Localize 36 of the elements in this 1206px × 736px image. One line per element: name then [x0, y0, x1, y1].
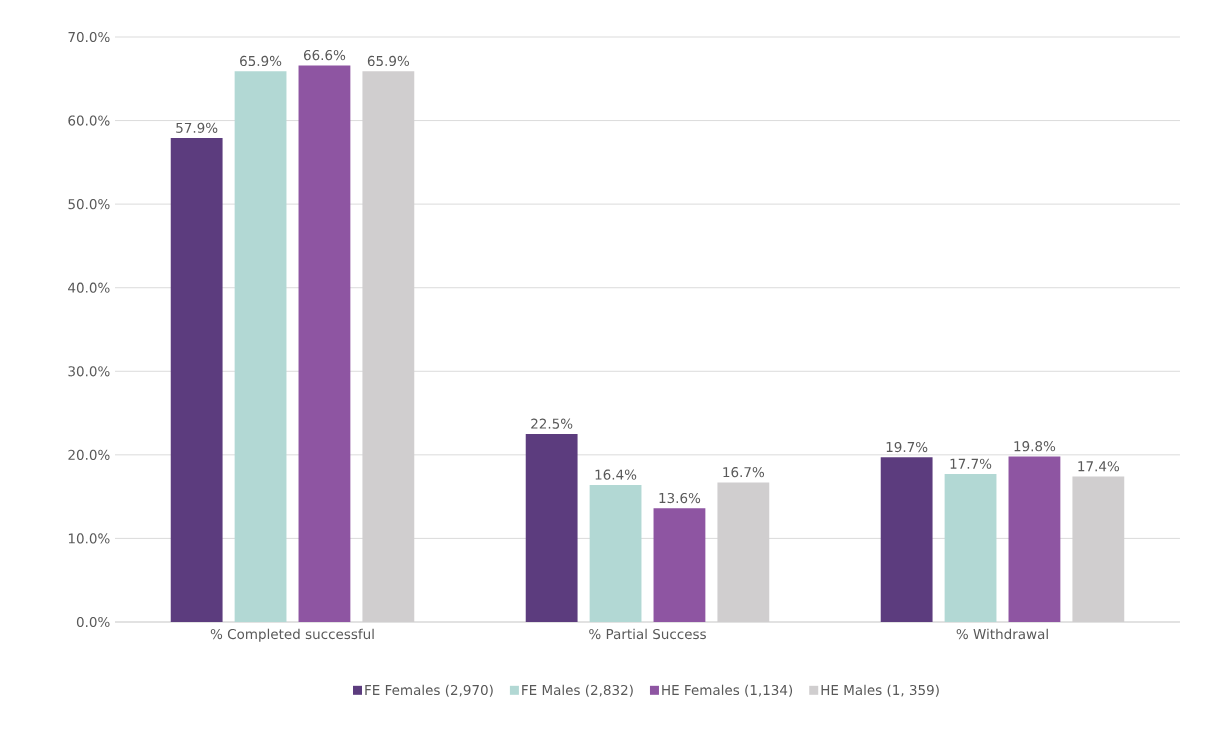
bar	[234, 71, 287, 622]
x-tick-label: % Partial Success	[589, 628, 706, 640]
bar	[298, 65, 351, 622]
y-tick-label: 10.0%	[68, 533, 110, 544]
legend-label: FE Females (2,970)	[365, 684, 493, 697]
data-label: 13.6%	[659, 492, 701, 504]
bar	[170, 138, 223, 622]
x-tick-label: % Withdrawal	[956, 628, 1048, 640]
y-tick-label: 40.0%	[68, 282, 110, 293]
data-label: 16.7%	[723, 467, 765, 478]
y-tick-label: 70.0%	[68, 31, 110, 43]
y-tick-label: 60.0%	[68, 115, 110, 126]
data-label: 19.8%	[1014, 441, 1056, 452]
bar	[1008, 456, 1061, 622]
data-label: 66.6%	[303, 50, 346, 61]
data-label: 17.4%	[1078, 461, 1120, 472]
bar	[525, 433, 578, 622]
bar	[589, 484, 642, 622]
legend-label: HE Females (1,134)	[662, 684, 793, 697]
data-label: 57.9%	[176, 122, 218, 133]
data-label: 19.7%	[886, 441, 928, 453]
bar	[880, 457, 933, 622]
y-tick-label: 20.0%	[68, 449, 110, 460]
y-tick-label: 30.0%	[68, 366, 110, 377]
y-tick-label: 0.0%	[76, 616, 110, 628]
data-label: 65.9%	[240, 55, 282, 67]
bar	[653, 508, 706, 622]
data-label: 22.5%	[531, 418, 573, 429]
data-label: 16.4%	[595, 469, 637, 480]
data-label: 17.7%	[950, 458, 992, 469]
legend-label: FE Males (2,832)	[522, 684, 633, 697]
bar	[944, 474, 997, 622]
legend-label: HE Males (1, 359)	[821, 684, 939, 697]
x-tick-label: % Completed successful	[210, 628, 374, 642]
y-tick-label: 50.0%	[68, 199, 110, 210]
data-label: 65.9%	[367, 55, 410, 67]
